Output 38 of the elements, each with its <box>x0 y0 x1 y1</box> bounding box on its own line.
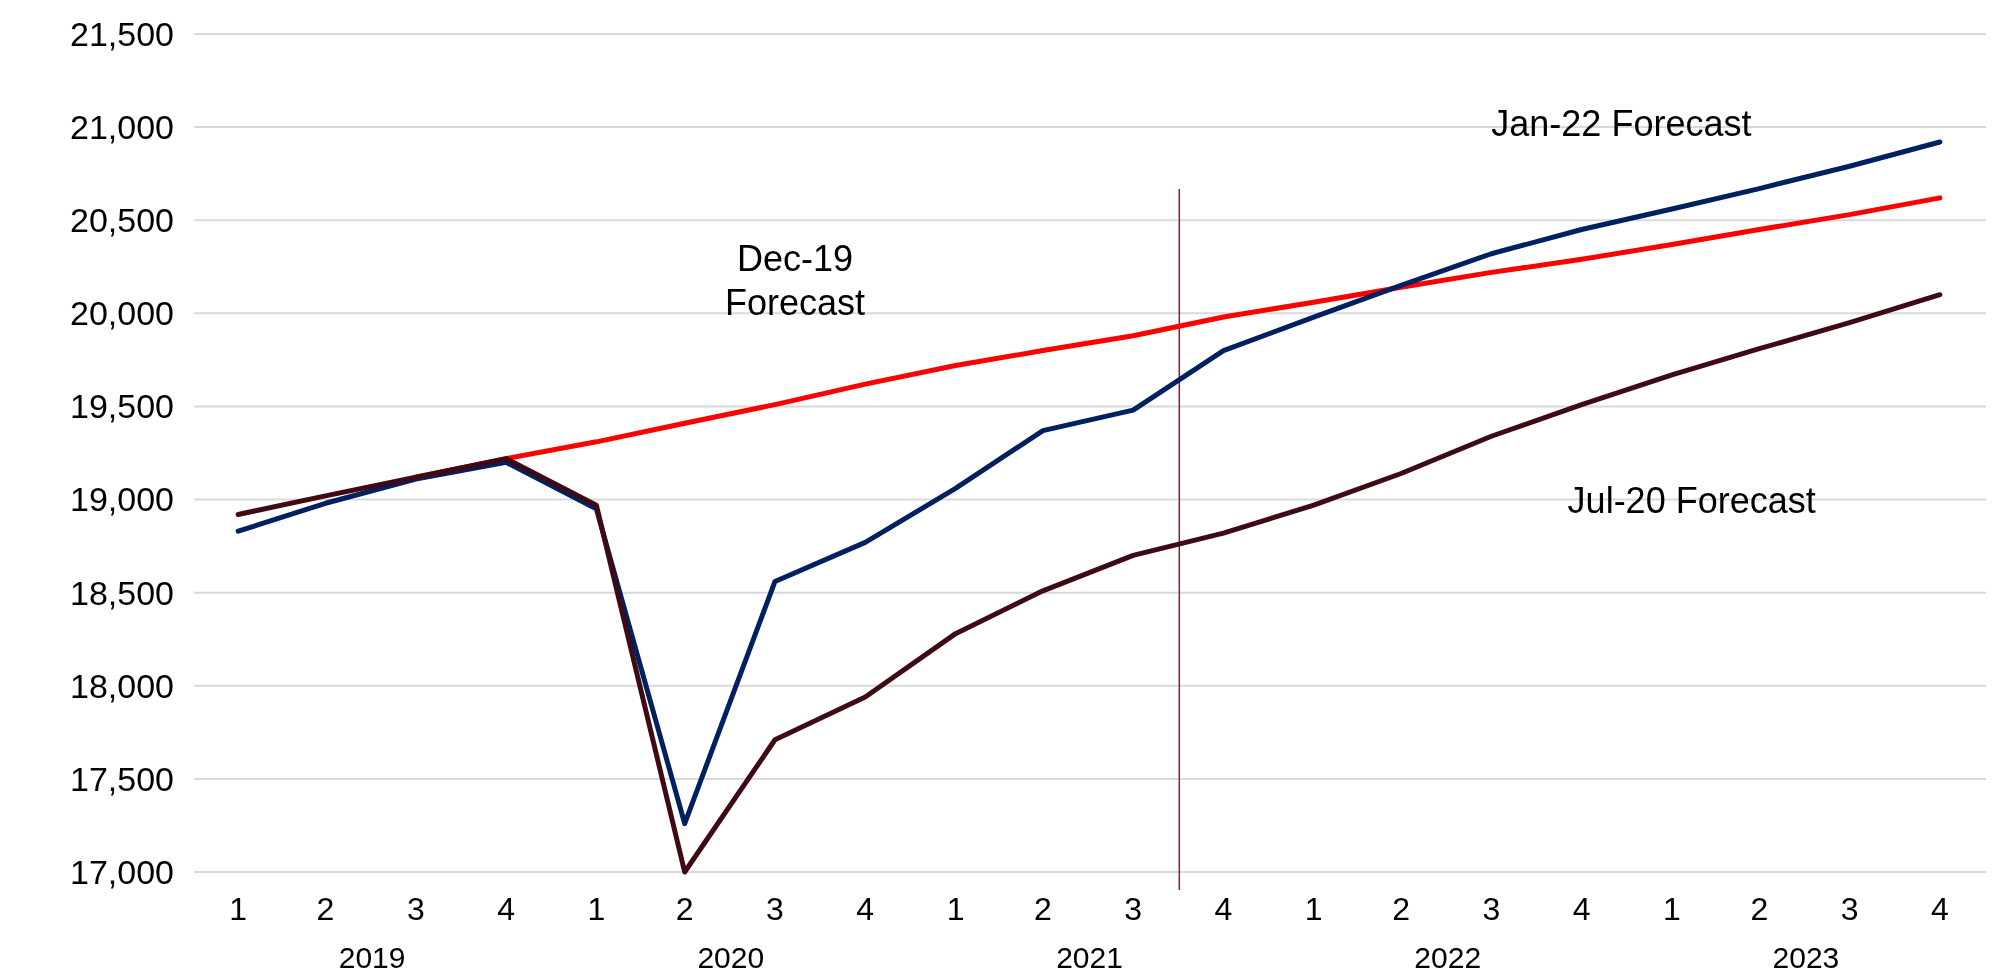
text: 2019 <box>338 941 406 974</box>
x-tick-label: 2 <box>1034 891 1052 927</box>
y-tick-label: 21,000 <box>70 108 174 147</box>
x-tick-label: 2 <box>1392 891 1410 927</box>
x-tick-label: 3 <box>1482 891 1501 927</box>
x-tick-label: 3 <box>1124 891 1143 927</box>
x-tick-label: 2 <box>316 891 335 927</box>
y-tick-label: 18,500 <box>70 573 174 612</box>
x-tick-label: 1 <box>946 891 965 927</box>
series-label: Jan-22 Forecast <box>1491 103 1752 145</box>
x-tick-label: 1 <box>229 891 248 927</box>
x-tick-label: 2 <box>675 891 694 927</box>
y-tick-label: 17,500 <box>70 759 174 798</box>
y-tick-label: 20,000 <box>70 294 174 333</box>
x-tick-label: 2 <box>1750 891 1769 927</box>
y-tick-label: 19,000 <box>70 480 174 519</box>
y-tick-label: 21,500 <box>70 14 174 53</box>
x-tick-label: 4 <box>1214 891 1233 927</box>
y-tick-label: 18,000 <box>70 666 174 705</box>
x-tick-label: 4 <box>1930 891 1949 927</box>
x-tick-label: 3 <box>1840 891 1859 927</box>
text: 2021 <box>1056 941 1123 974</box>
x-tick-label: 4 <box>856 891 875 927</box>
series-label: Dec-19 Forecast <box>724 237 865 323</box>
text: 2020 <box>697 941 765 974</box>
x-tick-label: 1 <box>1663 891 1681 927</box>
text: 2023 <box>1772 941 1840 974</box>
y-tick-label: 20,500 <box>70 201 174 240</box>
y-tick-label: 17,000 <box>70 852 174 891</box>
text: 2022 <box>1414 941 1482 974</box>
x-tick-label: 4 <box>1572 891 1591 927</box>
x-tick-label: 1 <box>1304 891 1323 927</box>
series-label: Jul-20 Forecast <box>1567 479 1816 521</box>
x-tick-label: 3 <box>766 891 784 927</box>
x-tick-label: 3 <box>406 891 425 927</box>
x-tick-label: 1 <box>587 891 606 927</box>
x-tick-label: 4 <box>497 891 515 927</box>
y-tick-label: 19,500 <box>70 387 174 426</box>
